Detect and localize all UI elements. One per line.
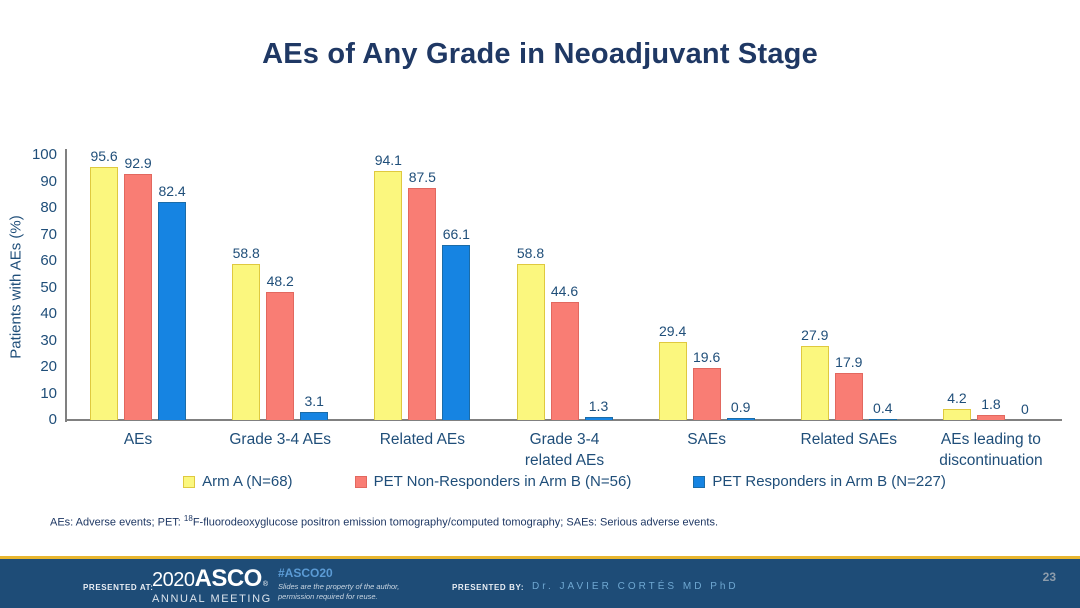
y-tick-label: 70 (40, 225, 57, 243)
bar (550, 301, 579, 420)
footer-tagline-line1: Slides are the property of the author, (278, 582, 400, 591)
bar (942, 408, 971, 420)
registered-mark-icon: ® (262, 581, 269, 588)
legend-label: Arm A (N=68) (202, 473, 293, 490)
asco-logo-subtitle: ANNUAL MEETING (152, 593, 272, 605)
footnote: AEs: Adverse events; PET: 18F-fluorodeox… (50, 514, 718, 529)
bar-value-label: 94.1 (374, 151, 402, 168)
y-tick-label: 100 (31, 146, 57, 163)
legend-label: PET Responders in Arm B (N=227) (712, 473, 946, 490)
y-tick-label: 90 (40, 172, 57, 190)
bar-value-label: 66.1 (442, 225, 470, 242)
presenter-name: Dr. JAVIER CORTÉS MD PhD (532, 581, 739, 592)
category-label: AEs leading to discontinuation (939, 431, 1043, 469)
bar (516, 264, 545, 420)
bar (90, 166, 119, 420)
y-tick-label: 40 (40, 305, 57, 322)
legend-swatch (183, 475, 196, 488)
bar-value-label: 4.2 (947, 389, 967, 406)
category-label: AEs (123, 431, 153, 448)
bar-value-label: 1.8 (981, 396, 1001, 413)
asco-logo-year: 2020 (152, 569, 195, 591)
presented-at-label: PRESENTED AT: (83, 583, 154, 592)
bar-value-label: 92.9 (124, 154, 152, 171)
bar-value-label: 44.6 (550, 282, 579, 299)
bar (232, 264, 261, 420)
bar-value-label: 1.3 (588, 397, 609, 414)
bar (158, 201, 187, 420)
y-tick-label: 80 (40, 199, 57, 216)
bar-value-label: 27.9 (801, 327, 829, 344)
bar-value-label: 0.4 (873, 399, 893, 416)
footnote-part2: F-fluorodeoxyglucose positron emission t… (192, 516, 719, 529)
bar-value-label: 29.4 (659, 323, 687, 340)
bar-value-label: 58.8 (516, 245, 545, 262)
bar (800, 346, 829, 420)
category-label: Grade 3-4 AEs (229, 431, 332, 448)
bar (374, 170, 403, 420)
bar-value-label: 19.6 (693, 349, 721, 366)
gold-divider (0, 556, 1080, 559)
category-label: Related SAEs (800, 431, 898, 448)
bar (976, 415, 1005, 420)
bar-value-label: 95.6 (90, 147, 118, 164)
y-tick-label: 20 (40, 358, 57, 375)
legend-swatch (354, 475, 367, 488)
footnote-superscript: 18 (183, 514, 193, 523)
y-tick-label: 50 (40, 278, 57, 296)
presented-by-label: PRESENTED BY: (452, 583, 525, 592)
category-label: Grade 3-4 related AEs (524, 431, 605, 469)
bar-value-label: 0 (1021, 401, 1029, 417)
legend-item: PET Non-Responders in Arm B (N=56) (354, 473, 632, 490)
y-tick-label: 30 (40, 331, 57, 349)
footer-tagline-line2: permission required for reuse. (278, 592, 378, 602)
legend-label: PET Non-Responders in Arm B (N=56) (373, 473, 632, 490)
bar-value-label: 58.8 (232, 245, 260, 262)
footnote-part1: AEs: Adverse events; PET: (50, 516, 184, 529)
legend-item: Arm A (N=68) (183, 473, 293, 490)
category-label: SAEs (687, 431, 727, 448)
bar-value-label: 48.2 (266, 273, 294, 290)
bar (124, 173, 153, 420)
y-tick-label: 60 (40, 252, 57, 269)
footer-tagline: Slides are the property of the author, p… (278, 582, 399, 602)
bar-value-label: 17.9 (835, 353, 863, 370)
chart-title: AEs of Any Grade in Neoadjuvant Stage (262, 38, 818, 70)
bar-value-label: 0.9 (730, 398, 751, 415)
bar-value-label: 82.4 (158, 182, 186, 199)
bar (584, 416, 613, 420)
bar (692, 368, 721, 420)
bar (726, 417, 755, 420)
footer-bar: PRESENTED AT: 2020 ASCO ® ANNUAL MEETING #… (0, 559, 1080, 608)
chart-legend: Arm A (N=68) PET Non-Responders in Arm B … (67, 473, 1062, 490)
bar (266, 292, 295, 420)
page-number: 23 (1042, 570, 1056, 584)
y-tick-label: 0 (48, 411, 57, 428)
hashtag: #ASCO20 (278, 566, 333, 580)
asco-logo: 2020 ASCO ® ANNUAL MEETING (152, 565, 272, 605)
legend-swatch (693, 475, 706, 488)
bar (834, 372, 863, 420)
legend-item: PET Responders in Arm B (N=227) (693, 473, 946, 490)
bar (658, 342, 687, 420)
bar (408, 188, 437, 420)
y-axis-line (65, 149, 67, 422)
y-tick-label: 10 (40, 384, 57, 402)
category-label: Related AEs (379, 431, 465, 448)
bar-value-label: 87.5 (408, 169, 436, 186)
bar (442, 244, 471, 420)
x-axis-line (65, 419, 1062, 421)
asco-logo-org: ASCO (194, 565, 263, 592)
bar (300, 411, 329, 420)
bar (868, 418, 897, 420)
bar-value-label: 3.1 (304, 392, 324, 409)
